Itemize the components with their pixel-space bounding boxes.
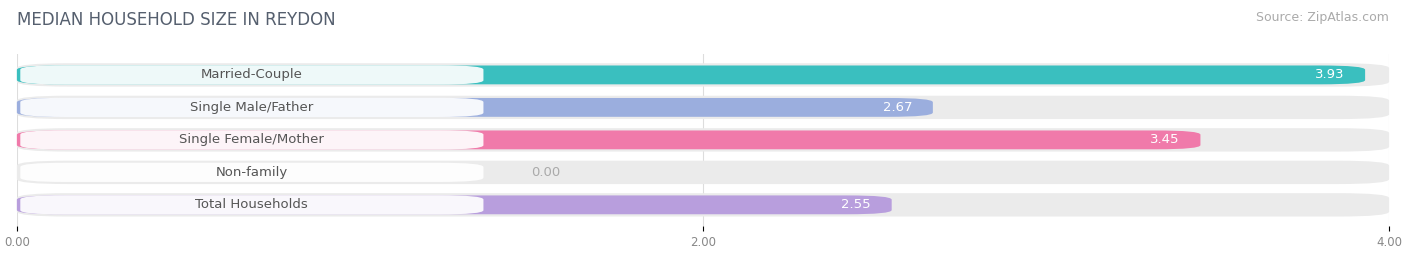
FancyBboxPatch shape: [20, 98, 484, 117]
Text: Total Households: Total Households: [195, 198, 308, 211]
FancyBboxPatch shape: [17, 195, 891, 214]
Text: 2.67: 2.67: [883, 101, 912, 114]
Text: Source: ZipAtlas.com: Source: ZipAtlas.com: [1256, 11, 1389, 24]
FancyBboxPatch shape: [20, 163, 484, 182]
Text: 2.55: 2.55: [841, 198, 872, 211]
FancyBboxPatch shape: [20, 130, 484, 150]
Text: MEDIAN HOUSEHOLD SIZE IN REYDON: MEDIAN HOUSEHOLD SIZE IN REYDON: [17, 11, 336, 29]
Text: 3.45: 3.45: [1150, 133, 1180, 146]
Text: Married-Couple: Married-Couple: [201, 68, 302, 82]
FancyBboxPatch shape: [17, 193, 1389, 217]
FancyBboxPatch shape: [20, 195, 484, 214]
Text: 0.00: 0.00: [531, 166, 561, 179]
Text: Single Female/Mother: Single Female/Mother: [180, 133, 325, 146]
Text: Single Male/Father: Single Male/Father: [190, 101, 314, 114]
FancyBboxPatch shape: [20, 65, 484, 84]
FancyBboxPatch shape: [17, 96, 1389, 119]
FancyBboxPatch shape: [17, 63, 1389, 87]
FancyBboxPatch shape: [17, 128, 1389, 151]
Text: 3.93: 3.93: [1315, 68, 1344, 82]
FancyBboxPatch shape: [17, 65, 1365, 84]
FancyBboxPatch shape: [17, 98, 932, 117]
Text: Non-family: Non-family: [215, 166, 288, 179]
FancyBboxPatch shape: [17, 161, 1389, 184]
FancyBboxPatch shape: [17, 130, 1201, 149]
